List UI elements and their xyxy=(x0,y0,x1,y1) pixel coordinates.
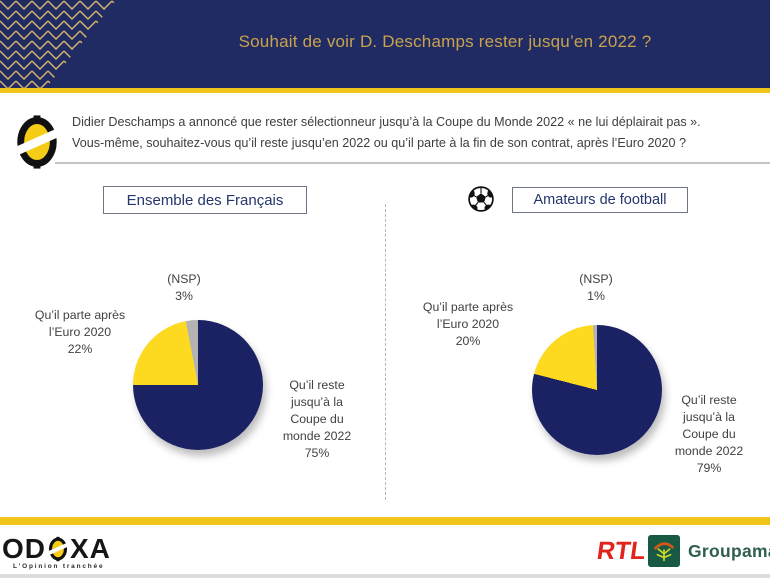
odoxa-logo: OD XA xyxy=(2,533,111,565)
odoxa-o-icon-small xyxy=(47,536,69,562)
section-label-text: Amateurs de football xyxy=(533,192,667,208)
pie1-label-reste: Qu’il reste jusqu’à la Coupe du monde 20… xyxy=(282,378,352,460)
odoxa-o-icon xyxy=(13,115,61,169)
header-accent-bar xyxy=(0,88,770,93)
page-title: Souhait de voir D. Deschamps rester jusq… xyxy=(238,32,652,51)
bottom-border xyxy=(0,574,770,578)
pie2-label-reste: Qu’il reste jusqu’à la Coupe du monde 20… xyxy=(674,393,744,475)
pie2-label-nsp: (NSP) 1% xyxy=(579,272,613,303)
pie1-label-nsp: (NSP) 3% xyxy=(167,272,201,303)
question-text: Didier Deschamps a annoncé que rester sé… xyxy=(72,115,701,150)
header: Souhait de voir D. Deschamps rester jusq… xyxy=(0,0,770,88)
pie-chart-ensemble xyxy=(133,320,263,450)
herringbone-pattern xyxy=(0,0,116,88)
section-label-ensemble: Ensemble des Français xyxy=(103,186,307,214)
rtl-logo: RTL xyxy=(595,537,648,565)
odoxa-logo-text: OD xyxy=(2,533,46,564)
pie2-label-parte: Qu’il parte après l’Euro 2020 20% xyxy=(422,300,514,348)
pie-chart-amateurs xyxy=(532,325,662,455)
odoxa-tagline: L'Opinion tranchée xyxy=(13,563,105,570)
groupama-emblem-icon xyxy=(648,535,680,567)
groupama-logo-text: Groupama xyxy=(688,540,770,561)
pie1-label-parte: Qu’il parte après l’Euro 2020 22% xyxy=(34,308,126,356)
section-label-amateurs: Amateurs de football xyxy=(512,187,688,213)
dashed-divider xyxy=(385,204,386,500)
soccer-ball-icon xyxy=(468,186,494,212)
section-label-text: Ensemble des Français xyxy=(126,191,284,209)
odoxa-logo-text: XA xyxy=(70,533,111,564)
footer-accent-bar xyxy=(0,517,770,525)
groupama-logo: Groupama xyxy=(648,535,770,567)
divider-rule xyxy=(55,162,770,164)
